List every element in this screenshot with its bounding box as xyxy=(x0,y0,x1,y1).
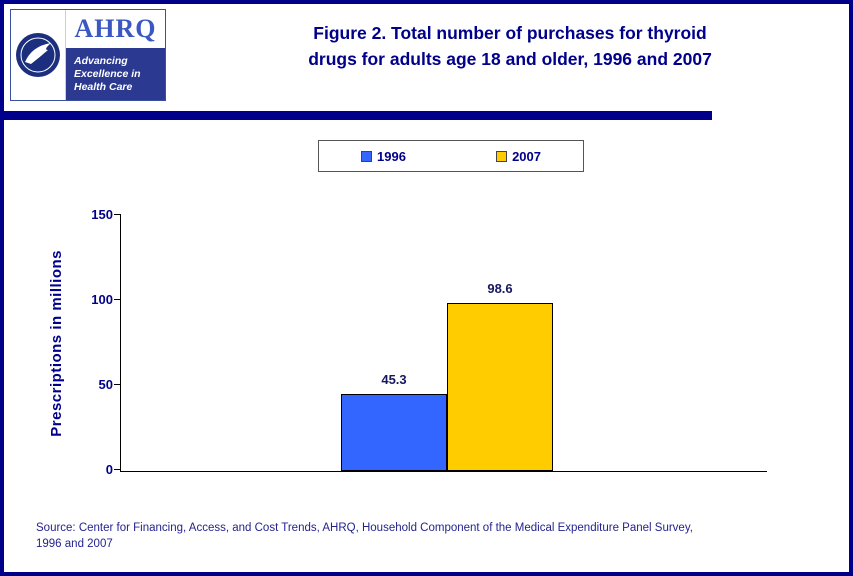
y-tick-mark xyxy=(114,214,121,215)
bar-2007 xyxy=(447,303,553,471)
source-note-line1: Source: Center for Financing, Access, an… xyxy=(36,522,693,534)
y-tick-label: 0 xyxy=(105,462,113,477)
y-tick-mark xyxy=(114,299,121,300)
legend-item-2007: 2007 xyxy=(496,149,541,164)
y-tick-label: 50 xyxy=(98,377,113,392)
legend-swatch-1996 xyxy=(361,150,372,162)
source-note-line2: 1996 and 2007 xyxy=(36,538,113,550)
y-axis-title-wrap: Prescriptions in millions xyxy=(44,215,68,471)
bar-1996 xyxy=(341,394,447,471)
hhs-eagle-seal-icon xyxy=(16,33,60,77)
y-axis-title: Prescriptions in millions xyxy=(47,249,65,437)
plot-area: 0 50 100 150 45.3 98.6 xyxy=(91,207,767,477)
y-tick-label: 150 xyxy=(91,207,113,222)
header-divider xyxy=(4,111,712,120)
y-tick-mark xyxy=(114,384,121,385)
logo-text-panel: AHRQ Advancing Excellence in Health Care xyxy=(65,10,165,100)
figure-title: Figure 2. Total number of purchases for … xyxy=(180,20,840,72)
hhs-seal-icon xyxy=(11,10,65,100)
logo-tagline-line1: Advancing xyxy=(74,54,128,67)
figure-title-line1: Figure 2. Total number of purchases for … xyxy=(313,23,707,43)
source-note: Source: Center for Financing, Access, an… xyxy=(36,520,828,552)
legend-label-1996: 1996 xyxy=(377,148,406,164)
chart-legend: 1996 2007 xyxy=(318,140,584,172)
y-tick-label: 100 xyxy=(91,292,113,307)
bar-value-label-1996: 45.3 xyxy=(381,372,407,387)
legend-item-1996: 1996 xyxy=(361,149,406,164)
legend-label-2007: 2007 xyxy=(512,148,541,164)
legend-swatch-2007 xyxy=(496,150,508,162)
logo-tagline-line3: Health Care xyxy=(74,80,133,93)
bar-value-label-2007: 98.6 xyxy=(487,281,513,296)
y-tick-mark xyxy=(114,469,121,470)
figure-title-line2: drugs for adults age 18 and older, 1996 … xyxy=(308,49,712,69)
logo-tagline: Advancing Excellence in Health Care xyxy=(66,48,165,100)
logo-tagline-line2: Excellence in xyxy=(74,67,141,80)
logo-acronym: AHRQ xyxy=(74,14,157,43)
ahrq-logo: AHRQ Advancing Excellence in Health Care xyxy=(10,9,166,101)
